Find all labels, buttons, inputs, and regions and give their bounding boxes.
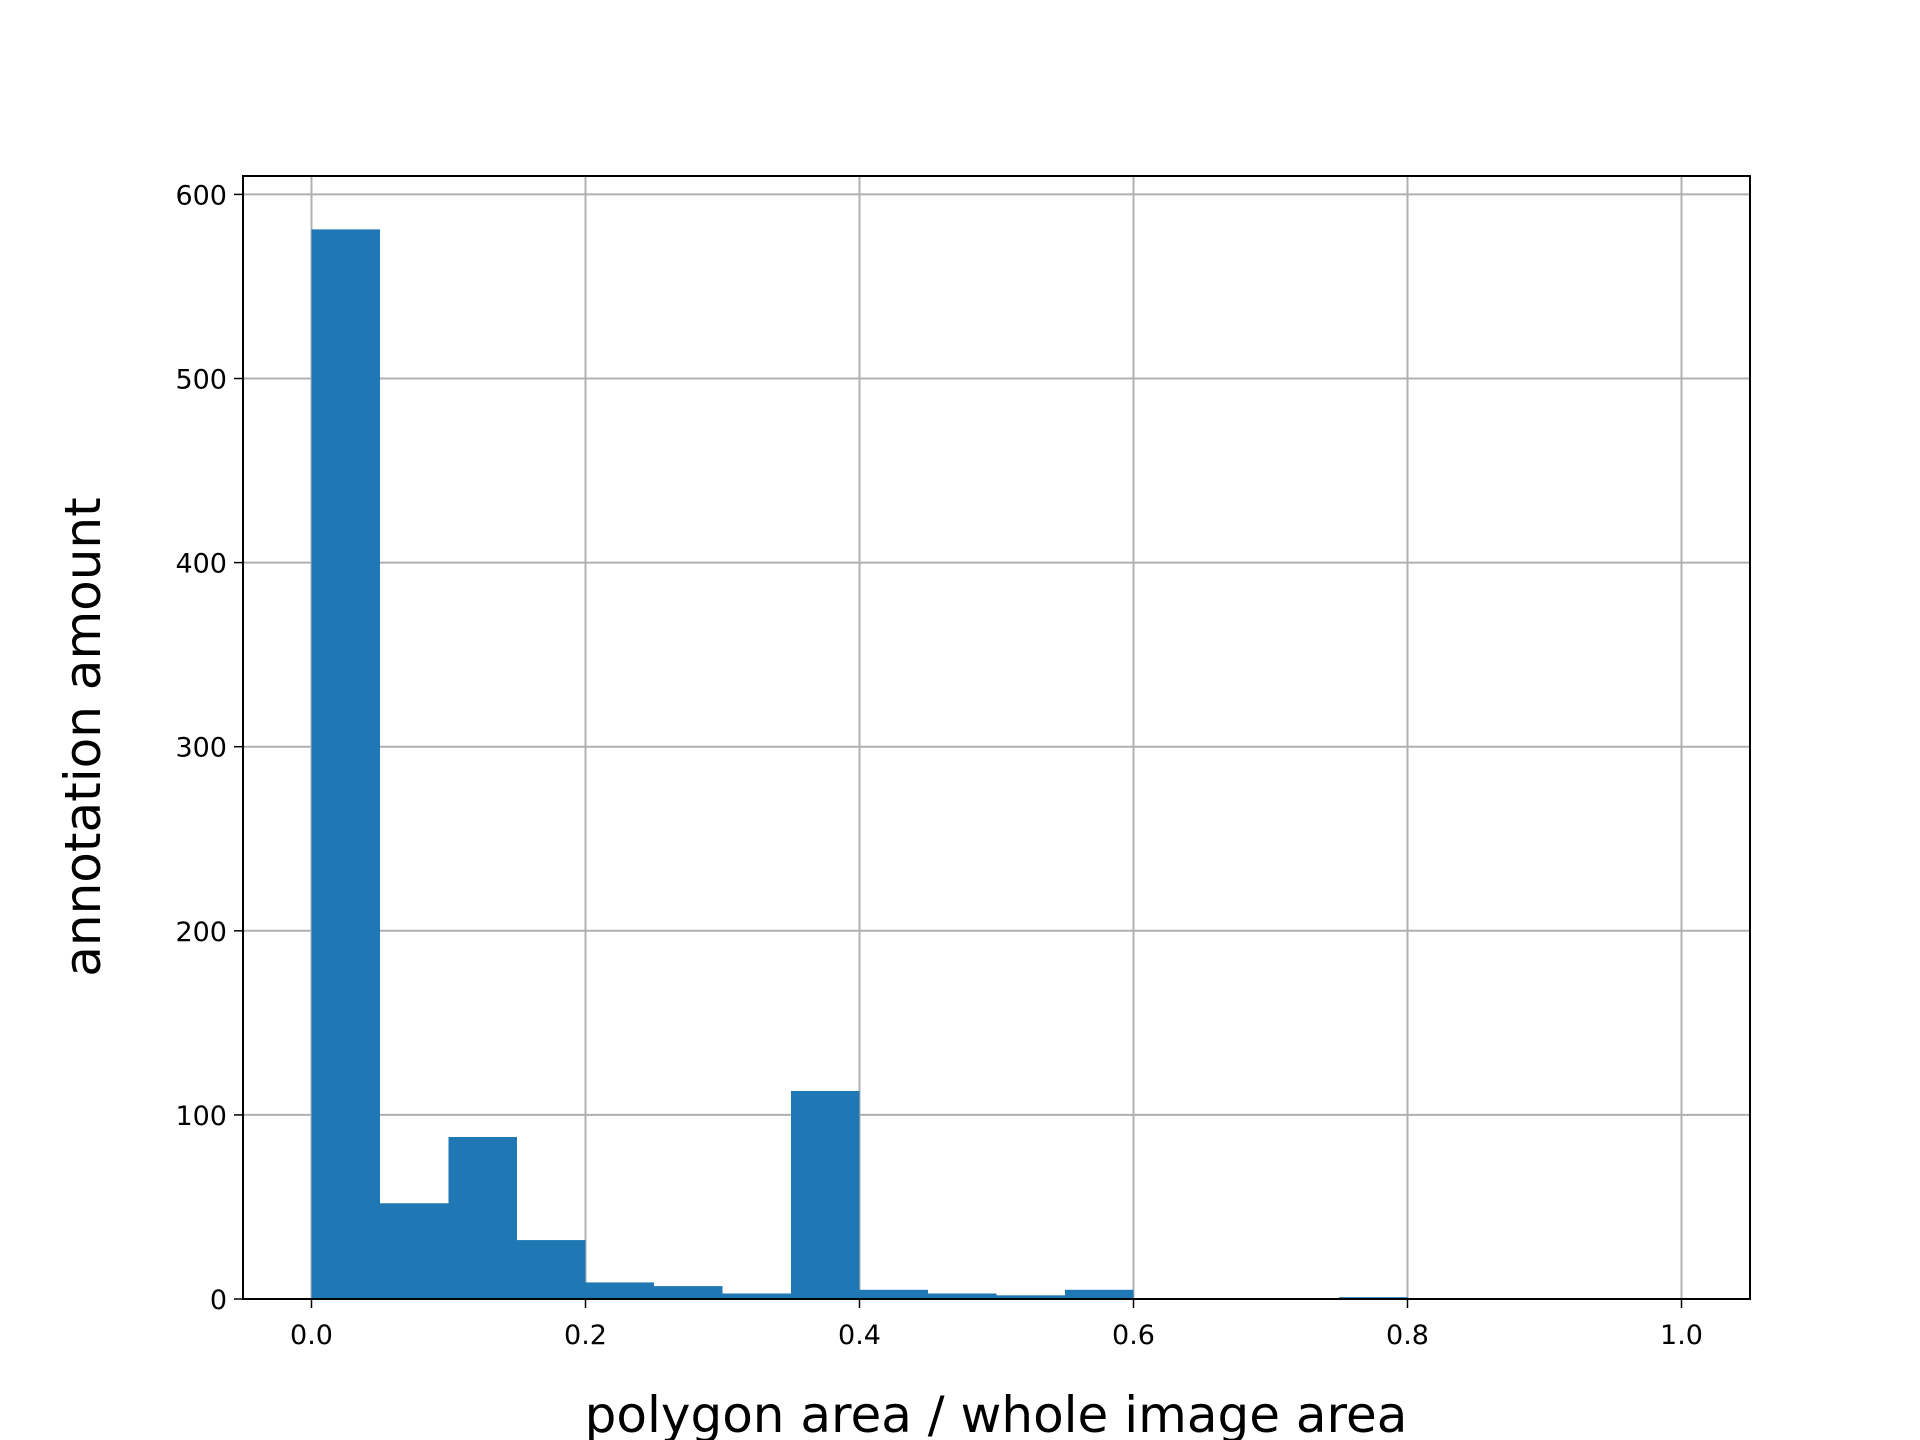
y-tick-label: 200 [175, 917, 227, 948]
bar [722, 1293, 791, 1299]
y-tick-label: 300 [175, 733, 227, 764]
bar [311, 229, 380, 1299]
bar [448, 1136, 517, 1299]
x-tick-label: 0.6 [1112, 1320, 1155, 1351]
bar [654, 1286, 723, 1299]
y-tick-label: 0 [210, 1285, 227, 1316]
x-tick-label: 0.4 [838, 1320, 881, 1351]
bar [517, 1240, 586, 1299]
x-tick-label: 0.0 [290, 1320, 333, 1351]
y-tick-label: 100 [175, 1101, 227, 1132]
x-tick-label: 0.2 [564, 1320, 607, 1351]
plot-frame [242, 175, 1751, 1300]
y-axis-label: annotation amount [54, 497, 112, 976]
bar [859, 1289, 928, 1299]
bar [1065, 1289, 1134, 1299]
bar [791, 1090, 860, 1299]
bar [585, 1282, 654, 1299]
x-tick-label: 0.8 [1386, 1320, 1429, 1351]
x-tick-label: 1.0 [1660, 1320, 1703, 1351]
x-axis-label: polygon area / whole image area [585, 1386, 1408, 1440]
bar [996, 1295, 1065, 1299]
bar [380, 1203, 449, 1299]
bar [928, 1293, 997, 1299]
y-tick-label: 400 [175, 549, 227, 580]
y-tick-label: 600 [175, 180, 227, 211]
y-tick-label: 500 [175, 365, 227, 396]
